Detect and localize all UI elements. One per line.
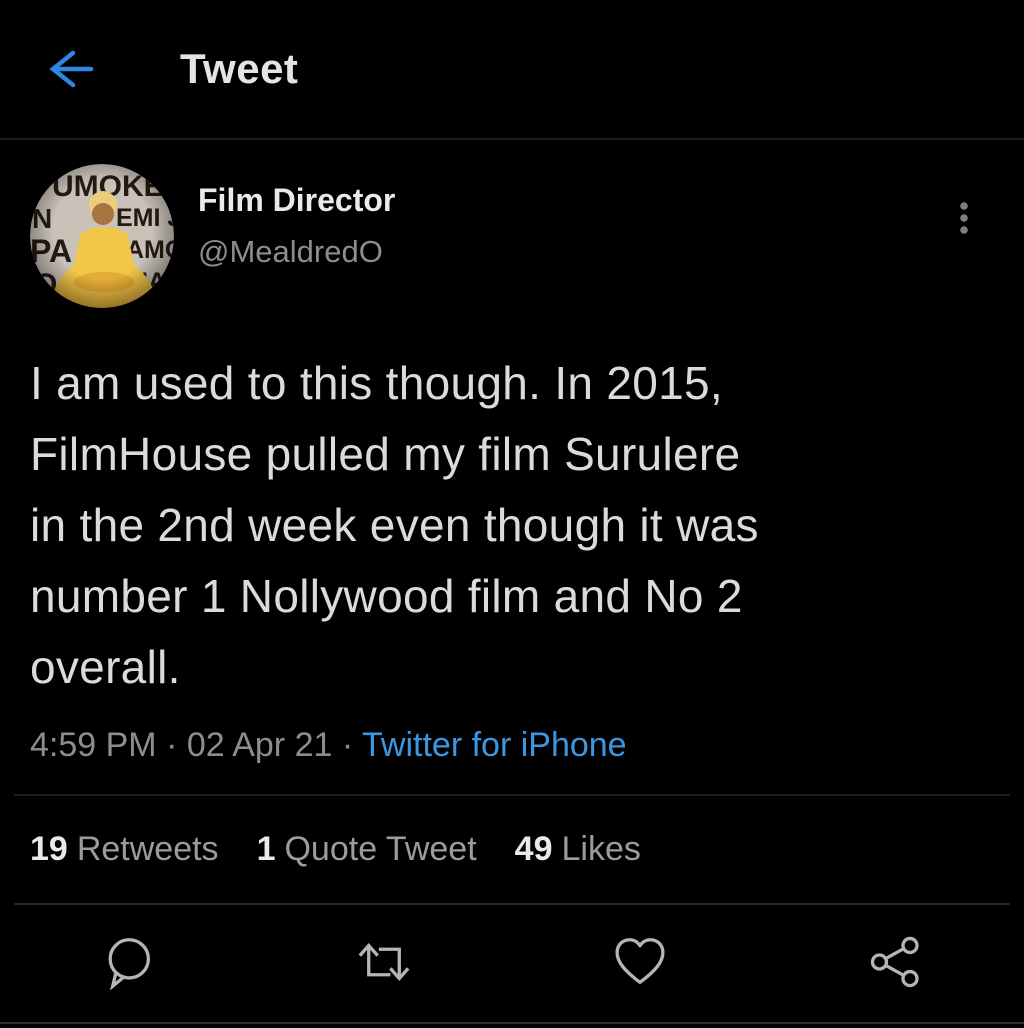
tweet-text-line: I am used to this though. In 2015, [30,357,723,409]
author-name[interactable]: Film Director [198,182,396,218]
likes-count: 49 [514,830,553,868]
header-bar: Tweet [0,0,1024,140]
quote-tweets-count: 1 [256,830,276,868]
share-icon [870,936,919,988]
arrow-left-icon [49,50,94,88]
retweet-button[interactable] [354,932,414,992]
likes-stat[interactable]: 49 Likes [515,830,641,869]
tweet-text-line: number 1 Nollywood film and No 2 [30,570,743,622]
likes-label: Likes [561,830,641,868]
timestamp: 4:59 PM · 02 Apr 21 · [30,726,354,764]
tweet-text-line: FilmHouse pulled my film Surulere [30,428,741,480]
share-button[interactable] [866,932,926,992]
tweet-detail: UMOKE N EMI J PA AMO O NA R [0,164,1024,768]
retweet-icon [358,942,410,982]
retweets-count: 19 [30,830,68,868]
avatar[interactable]: UMOKE N EMI J PA AMO O NA R [30,164,174,308]
tweet-actions [0,905,1024,1019]
author-handle[interactable]: @MealdredO [198,234,383,269]
kebab-menu-icon [960,202,968,234]
retweets-label: Retweets [76,830,219,868]
divider [14,903,1010,905]
like-button[interactable] [610,932,670,992]
tweet-source-link[interactable]: Twitter for iPhone [362,726,627,764]
tweet-text: I am used to this though. In 2015, FilmH… [30,348,994,703]
heart-icon [615,938,665,985]
quote-tweets-label: Quote Tweet [284,830,477,868]
tweet-text-line: overall. [30,641,181,693]
reply-button[interactable] [98,932,158,992]
divider [14,794,1010,796]
retweets-stat[interactable]: 19 Retweets [30,830,219,869]
back-button[interactable] [44,46,96,92]
more-options-button[interactable] [944,194,984,242]
page-title: Tweet [180,45,299,92]
divider [0,1022,1024,1024]
reply-bubble-icon [108,938,151,990]
stats-row: 19 Retweets 1 Quote Tweet 49 Likes [0,796,1024,903]
avatar-image: UMOKE N EMI J PA AMO O NA R [30,164,174,308]
tweet-meta: 4:59 PM · 02 Apr 21 · Twitter for iPhone [30,722,994,768]
tweet-text-line: in the 2nd week even though it was [30,499,759,551]
avatar-backdrop-word: R [42,294,64,308]
quote-tweets-stat[interactable]: 1 Quote Tweet [257,830,477,869]
author-row: UMOKE N EMI J PA AMO O NA R [30,164,994,308]
author-meta: Film Director @MealdredO [198,182,944,270]
